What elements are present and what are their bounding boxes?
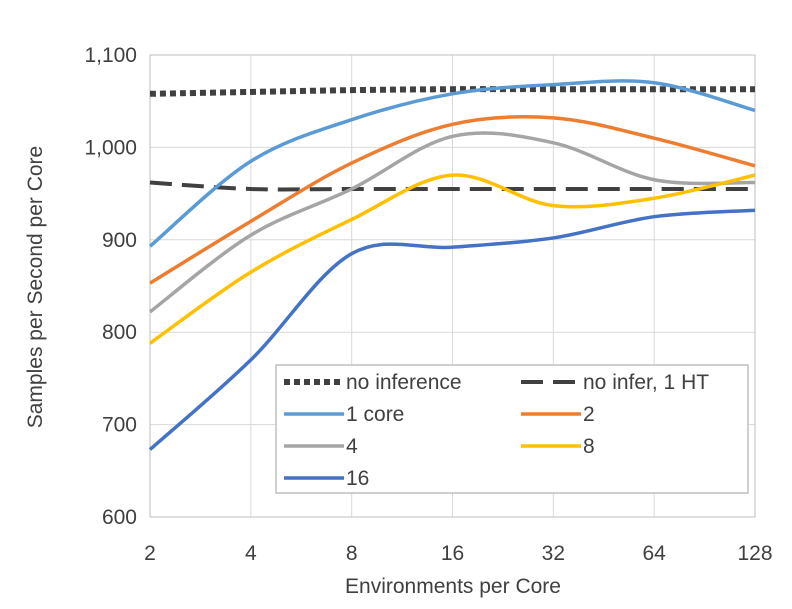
x-tick-label: 16: [441, 542, 464, 565]
legend-label: no infer, 1 HT: [583, 371, 709, 394]
x-tick-label: 64: [642, 542, 666, 565]
series-line-1-core: [148, 79, 756, 248]
y-tick-label: 700: [102, 414, 137, 437]
plot-area-border: [149, 54, 756, 518]
series-lines: [148, 79, 756, 451]
y-tick-label: 900: [102, 229, 137, 252]
x-axis-ticks: 2 4 8 16 32 64 128: [144, 542, 772, 565]
y-axis-ticks: 600 700 800 900 1,000 1,100: [84, 44, 137, 529]
series-line-4: [148, 131, 756, 314]
x-tick-label: 128: [737, 542, 772, 565]
legend-label: 4: [346, 435, 358, 458]
y-tick-label: 800: [102, 321, 137, 344]
series-line-2: [149, 115, 756, 285]
series-line-no-infer-1-ht: [149, 180, 755, 192]
series-line-no-inference: [149, 86, 755, 97]
legend: no inference no infer, 1 HT 1 core 2 4 8 16: [275, 364, 749, 494]
series-line-8: [148, 173, 756, 345]
legend-box: [275, 364, 749, 494]
y-tick-label: 1,000: [84, 136, 137, 159]
x-axis-label: Environments per Core: [345, 575, 561, 598]
legend-label: 2: [583, 403, 595, 426]
x-tick-label: 8: [346, 542, 358, 565]
y-tick-label: 600: [102, 506, 137, 529]
x-tick-label: 2: [144, 542, 156, 565]
y-axis-label: Samples per Second per Core: [24, 146, 47, 429]
series-line-16: [148, 208, 756, 451]
plot-frame: [149, 54, 756, 518]
y-tick-label: 1,100: [84, 44, 137, 67]
legend-label: 16: [346, 467, 369, 490]
legend-label: 1 core: [346, 403, 404, 426]
x-tick-label: 32: [542, 542, 565, 565]
legend-label: 8: [583, 435, 595, 458]
legend-label: no inference: [346, 371, 462, 394]
x-tick-label: 4: [245, 542, 257, 565]
